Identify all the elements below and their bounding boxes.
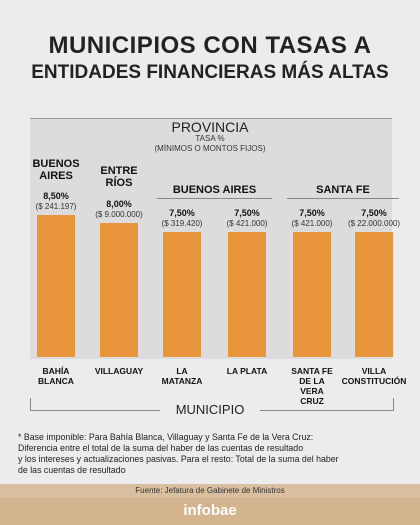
bar bbox=[100, 223, 138, 357]
category-label: VILLA CONSTITUCIÓN bbox=[341, 366, 407, 386]
bar bbox=[355, 231, 393, 357]
value-label: 7,50% bbox=[299, 207, 325, 218]
group-label: BUENOS AIRES bbox=[172, 184, 257, 196]
amount-label: ($ 421.000) bbox=[226, 218, 268, 228]
title: MUNICIPIOS CON TASAS A bbox=[48, 32, 372, 59]
footnote: * Base imponible: Para Bahía Blanca, Vil… bbox=[18, 432, 339, 475]
group-line bbox=[157, 198, 272, 199]
source-band bbox=[0, 484, 420, 498]
value-label: 8,00% bbox=[106, 199, 132, 210]
amount-label: ($ 241.197) bbox=[35, 202, 77, 212]
logo-band bbox=[0, 498, 420, 525]
value-label: 7,50% bbox=[169, 207, 195, 218]
subtitle: ENTIDADES FINANCIERAS MÁS ALTAS bbox=[31, 62, 389, 83]
category-label: LA PLATA bbox=[226, 366, 268, 376]
group-label: BUENOS AIRES bbox=[32, 158, 80, 182]
bar bbox=[37, 215, 75, 357]
value-label: 7,50% bbox=[361, 207, 387, 218]
value-axis-label: TASA % (MÍNIMOS O MONTOS FIJOS) bbox=[154, 134, 266, 153]
source: Fuente: Jefatura de Gabinete de Ministro… bbox=[135, 486, 285, 495]
amount-label: ($ 22.000.000) bbox=[347, 218, 401, 228]
bar bbox=[228, 231, 266, 357]
group-label: SANTA FE bbox=[316, 184, 370, 196]
chart-panel bbox=[30, 118, 392, 359]
group-axis-label: PROVINCIA bbox=[171, 119, 249, 135]
bar bbox=[293, 231, 331, 357]
x-axis-label: MUNICIPIO bbox=[160, 402, 260, 417]
group-line bbox=[287, 198, 399, 199]
amount-label: ($ 421.000) bbox=[291, 218, 333, 228]
category-label: VILLAGUAY bbox=[94, 366, 144, 376]
bar bbox=[163, 231, 201, 357]
category-label: LA MATANZA bbox=[161, 366, 203, 386]
category-label: BAHÍA BLANCA bbox=[38, 366, 74, 386]
amount-label: ($ 319.420) bbox=[161, 218, 203, 228]
value-label: 8,50% bbox=[43, 191, 69, 202]
category-label: SANTA FE DE LA VERA CRUZ bbox=[291, 366, 333, 406]
group-label: ENTRE RÍOS bbox=[100, 165, 138, 189]
logo: infobae bbox=[183, 502, 237, 519]
amount-label: ($ 9.000.000) bbox=[95, 210, 143, 220]
value-label: 7,50% bbox=[234, 207, 260, 218]
